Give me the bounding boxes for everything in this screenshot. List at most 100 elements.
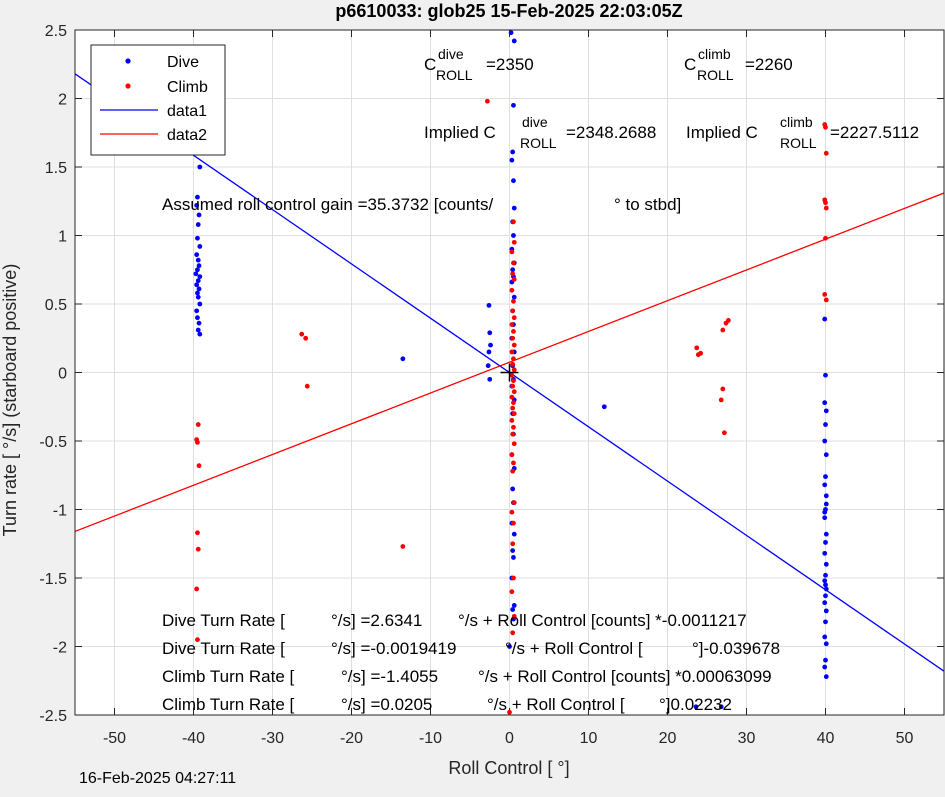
equation-text: °/s] =-0.0019419	[331, 639, 456, 658]
climb-point	[510, 308, 516, 314]
climb-point	[511, 424, 516, 430]
equation-text: °/s + Roll Control [counts] *-0.0011217	[458, 611, 747, 630]
climb-point	[509, 509, 515, 515]
climb-point	[511, 315, 517, 321]
chart-title: p6610033: glob25 15-Feb-2025 22:03:05Z	[335, 1, 682, 21]
dive-point	[511, 555, 516, 560]
climb-point	[511, 260, 516, 266]
dive-point	[195, 294, 201, 300]
dive-point	[511, 205, 517, 211]
climb-point	[720, 327, 726, 333]
dive-point	[197, 301, 203, 307]
y-tick-label: 2	[58, 92, 67, 109]
climb-point	[510, 431, 516, 437]
equation-text: °/s] =0.0205	[341, 695, 432, 714]
dive-point	[822, 400, 828, 406]
annotation-impdive: Implied C dive ROLL =2348.2688	[424, 114, 656, 151]
x-tick-label: 40	[817, 730, 835, 747]
annotation-sup: climb	[780, 114, 813, 130]
dive-point	[822, 634, 828, 640]
annotation-value: =2260	[745, 55, 793, 74]
x-tick-label: -50	[103, 730, 126, 747]
climb-point	[511, 356, 516, 362]
dive-point	[195, 222, 201, 227]
dive-point	[601, 404, 607, 410]
annotation-base: C	[424, 55, 436, 74]
climb-point	[299, 331, 305, 337]
y-tick-label: -1.5	[39, 571, 67, 588]
dive-point	[197, 164, 203, 170]
climb-point	[511, 520, 516, 526]
climb-point	[823, 150, 829, 156]
dive-point	[822, 550, 828, 556]
climb-point	[509, 287, 515, 293]
x-tick-label: -10	[419, 730, 442, 747]
dive-point	[823, 586, 829, 592]
y-tick-label: -2	[53, 640, 67, 657]
annotation-base: Implied C	[686, 123, 758, 142]
dive-point	[823, 641, 829, 647]
equation-text: Dive Turn Rate [	[162, 639, 285, 658]
dive-point	[486, 302, 492, 308]
dive-point	[195, 194, 200, 200]
climb-point	[725, 318, 731, 323]
dive-point	[823, 539, 828, 545]
equation-text: Dive Turn Rate [	[162, 611, 285, 630]
dive-point	[195, 235, 200, 241]
annotation-sub: ROLL	[436, 67, 473, 83]
equation-text: Climb Turn Rate [	[162, 667, 295, 686]
legend-label: Climb	[167, 79, 208, 96]
climb-point	[511, 276, 517, 282]
dive-point	[822, 509, 828, 515]
climb-point	[720, 386, 726, 392]
timestamp-label: 16-Feb-2025 04:27:11	[79, 770, 237, 787]
dive-point	[511, 233, 516, 238]
dive-point	[822, 438, 828, 444]
y-tick-label: 1	[58, 229, 67, 246]
climb-point	[510, 468, 516, 474]
climb-point	[509, 322, 515, 327]
climb-point	[196, 463, 202, 469]
climb-point	[511, 575, 516, 581]
dive-point	[194, 308, 200, 314]
dive-point	[693, 704, 699, 710]
dive-point	[507, 644, 512, 649]
climb-point	[509, 418, 515, 423]
dive-point	[195, 290, 200, 296]
x-tick-label: 0	[505, 730, 514, 747]
climb-point	[509, 589, 515, 595]
climb-point	[509, 349, 515, 355]
legend-box	[90, 44, 226, 156]
climb-point	[195, 439, 200, 445]
climb-point	[510, 405, 516, 411]
annotation-sup: climb	[698, 46, 731, 62]
annotation-impclimb: Implied C climb ROLL =2227.5112	[686, 114, 919, 151]
climb-point	[721, 430, 727, 436]
annotation-base: C	[684, 55, 696, 74]
dive-point	[823, 582, 828, 588]
dive-point	[823, 531, 829, 537]
dive-point	[511, 178, 516, 184]
equation-text: °/s] =-1.4055	[341, 667, 438, 686]
climb-point	[510, 361, 516, 367]
dive-point	[511, 531, 517, 537]
dive-point	[400, 356, 406, 362]
dive-point	[195, 257, 201, 263]
dive-point	[488, 342, 493, 348]
legend-marker	[125, 58, 131, 64]
x-tick-label: 50	[896, 730, 914, 747]
annotation-sub: ROLL	[697, 67, 734, 83]
tick-labels: -50 -40 -30 -20 -10 0 10 20 30 40 50 2.5 2 1.5 1 0.5 0 -0…	[39, 23, 913, 747]
axes-box	[74, 29, 945, 716]
dive-point	[511, 38, 517, 44]
dive-point	[822, 664, 828, 670]
dive-point	[197, 274, 203, 279]
climb-point	[510, 271, 516, 277]
y-tick-label: 0.5	[45, 297, 67, 314]
climb-point	[511, 400, 516, 406]
annotation-sup: dive	[438, 46, 464, 62]
equation-text: °/s + Roll Control [counts] *0.00063099	[478, 667, 772, 686]
dive-point	[823, 593, 828, 599]
climb-point	[511, 378, 516, 384]
